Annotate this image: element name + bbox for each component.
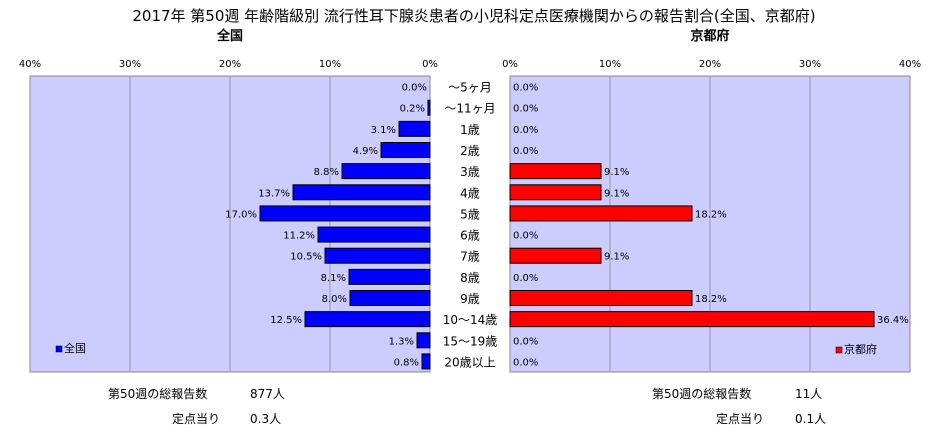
- right-data-label: 18.2%: [695, 294, 727, 305]
- left-x-tick-label: 0%: [422, 59, 438, 70]
- category-label: 1歳: [460, 123, 480, 137]
- left-data-label: 0.2%: [400, 104, 425, 115]
- left-bar: [416, 332, 431, 349]
- right-bar: [509, 163, 602, 180]
- left-data-label: 11.2%: [283, 231, 315, 242]
- left-bar: [292, 184, 431, 201]
- left-x-tick-label: 40%: [19, 59, 41, 70]
- left-per-label: 定点当り: [172, 412, 221, 426]
- right-data-label: 0.0%: [513, 83, 538, 94]
- right-data-label: 0.0%: [513, 104, 538, 115]
- left-bar: [317, 226, 431, 243]
- right-x-tick-label: 10%: [599, 59, 621, 70]
- right-data-label: 9.1%: [604, 188, 629, 199]
- left-total-label: 第50週の総報告数: [108, 387, 208, 401]
- category-label: 4歳: [460, 186, 480, 200]
- left-bar: [259, 205, 431, 222]
- left-bar: [380, 142, 431, 158]
- left-bar: [421, 353, 431, 370]
- category-label: 8歳: [460, 271, 480, 285]
- left-bar: [349, 290, 431, 306]
- right-data-label: 0.0%: [513, 273, 538, 284]
- left-total-value: 877人: [250, 387, 285, 401]
- left-data-label: 13.7%: [258, 188, 290, 199]
- category-label: ～5ヶ月: [448, 81, 492, 95]
- left-data-label: 0.8%: [394, 357, 419, 368]
- right-data-label: 9.1%: [604, 252, 629, 263]
- right-x-tick-label: 40%: [899, 59, 921, 70]
- right-data-label: 0.0%: [513, 357, 538, 368]
- category-label: 2歳: [460, 144, 480, 158]
- category-label: 5歳: [460, 207, 480, 221]
- right-bar: [509, 247, 602, 264]
- chart-title: 2017年 第50週 年齢階級別 流行性耳下腺炎患者の小児科定点医療機関からの報…: [132, 7, 815, 25]
- left-bar: [348, 268, 431, 285]
- right-data-label: 0.0%: [513, 146, 538, 157]
- left-data-label: 8.0%: [322, 294, 347, 305]
- category-label: 6歳: [460, 229, 480, 243]
- left-data-label: 4.9%: [353, 146, 378, 157]
- left-data-label: 10.5%: [290, 252, 322, 263]
- right-bar: [509, 184, 602, 201]
- left-data-label: 0.0%: [402, 83, 427, 94]
- left-data-label: 8.1%: [321, 273, 346, 284]
- left-x-tick-label: 20%: [219, 59, 241, 70]
- category-label: 15～19歳: [443, 334, 498, 348]
- category-label: 10～14歳: [443, 313, 498, 327]
- right-data-label: 0.0%: [513, 231, 538, 242]
- category-label: 7歳: [460, 250, 480, 264]
- right-per-label: 定点当り: [716, 412, 765, 426]
- left-bar: [427, 99, 431, 116]
- category-label: 3歳: [460, 165, 480, 179]
- right-x-tick-label: 30%: [799, 59, 821, 70]
- right-bar: [509, 311, 875, 328]
- left-per-value: 0.3人: [250, 412, 282, 426]
- right-total-value: 11人: [795, 387, 823, 401]
- left-x-tick-label: 10%: [319, 59, 341, 70]
- right-bar: [509, 290, 693, 306]
- left-data-label: 1.3%: [389, 336, 414, 347]
- right-legend-swatch: [835, 346, 843, 354]
- left-data-label: 8.8%: [314, 167, 339, 178]
- category-label: 20歳以上: [444, 355, 495, 369]
- left-data-label: 3.1%: [371, 125, 396, 136]
- left-panel-title: 全国: [216, 28, 243, 44]
- right-panel-title: 京都府: [690, 28, 729, 44]
- right-data-label: 36.4%: [877, 315, 909, 326]
- left-legend-label: 全国: [64, 341, 86, 355]
- right-x-tick-label: 20%: [699, 59, 721, 70]
- left-data-label: 12.5%: [270, 315, 302, 326]
- right-legend-label: 京都府: [844, 342, 877, 356]
- right-x-tick-label: 0%: [502, 59, 518, 70]
- category-label: ～11ヶ月: [444, 102, 495, 116]
- right-data-label: 9.1%: [604, 167, 629, 178]
- left-bar: [398, 120, 431, 137]
- category-label: 9歳: [460, 292, 480, 306]
- right-total-label: 第50週の総報告数: [652, 387, 752, 401]
- right-bar: [509, 205, 693, 222]
- right-data-label: 0.0%: [513, 336, 538, 347]
- left-bar: [304, 311, 431, 328]
- right-data-label: 18.2%: [695, 209, 727, 220]
- left-data-label: 17.0%: [225, 209, 257, 220]
- left-bar: [341, 163, 431, 180]
- left-legend-swatch: [55, 345, 63, 353]
- left-x-tick-label: 30%: [119, 59, 141, 70]
- right-per-value: 0.1人: [795, 412, 827, 426]
- right-data-label: 0.0%: [513, 125, 538, 136]
- left-bar: [324, 247, 431, 264]
